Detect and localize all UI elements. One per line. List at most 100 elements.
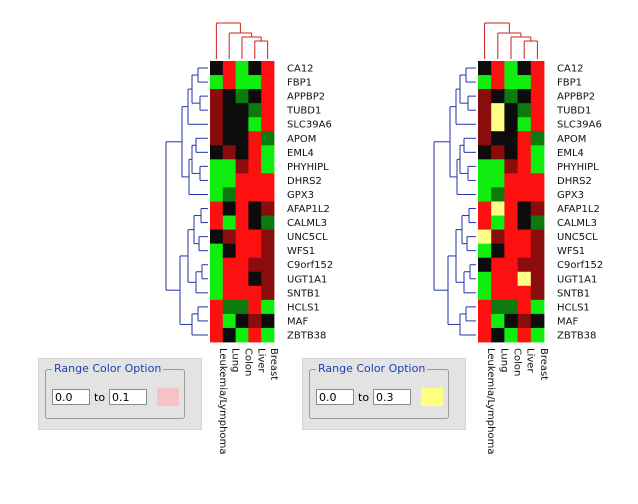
heatmap-cell bbox=[530, 159, 545, 174]
gene-label: HCLS1 bbox=[287, 302, 320, 313]
heatmap-cell bbox=[491, 173, 505, 188]
heatmap-cell bbox=[504, 159, 518, 174]
heatmap-cell bbox=[491, 75, 505, 90]
heatmap-cell bbox=[491, 201, 505, 216]
heatmap-cell bbox=[210, 243, 224, 259]
heatmap-cell bbox=[504, 103, 518, 118]
range-to-input[interactable] bbox=[373, 389, 412, 405]
gene-label: GPX3 bbox=[557, 190, 584, 201]
heatmap-cell bbox=[261, 173, 275, 188]
range-color-swatch[interactable] bbox=[157, 388, 180, 406]
heatmap-cell bbox=[478, 257, 492, 273]
heatmap-cell bbox=[530, 187, 545, 202]
heatmap-cell bbox=[222, 201, 236, 216]
heatmap-cell bbox=[530, 131, 545, 146]
heatmap-cell bbox=[517, 145, 532, 160]
gene-label: MAF bbox=[557, 316, 578, 327]
gene-label: ZBTB38 bbox=[557, 330, 596, 341]
heatmap-cell bbox=[504, 313, 518, 329]
heatmap-cell bbox=[517, 159, 532, 174]
heatmap-cell bbox=[491, 327, 505, 343]
gene-label: UGT1A1 bbox=[557, 274, 597, 285]
gene-label: SLC39A6 bbox=[287, 120, 332, 131]
heatmap-cell bbox=[261, 159, 275, 174]
gene-label: TUBD1 bbox=[556, 106, 591, 117]
heatmap-cell bbox=[530, 173, 545, 188]
heatmap-cell bbox=[478, 313, 492, 329]
heatmap-cell bbox=[222, 215, 236, 230]
heatmap-cell bbox=[210, 89, 224, 104]
heatmap-cell bbox=[530, 257, 545, 273]
heatmap-cell bbox=[517, 327, 532, 343]
heatmap-cell bbox=[235, 103, 249, 118]
gene-label: C9orf152 bbox=[287, 260, 333, 271]
heatmap-cell bbox=[517, 131, 532, 146]
heatmap-cell bbox=[235, 243, 249, 259]
heatmap-cell bbox=[504, 201, 518, 216]
heatmap-cell bbox=[491, 131, 505, 146]
heatmap-cell bbox=[530, 117, 545, 132]
heatmap-cell bbox=[235, 61, 249, 76]
heatmap-cell bbox=[530, 299, 545, 315]
heatmap-cell bbox=[261, 103, 275, 118]
range-color-swatch[interactable] bbox=[421, 388, 444, 406]
heatmap-cell bbox=[248, 215, 262, 230]
heatmap-cell bbox=[261, 215, 275, 230]
heatmap-cell bbox=[235, 201, 249, 216]
heatmap-cell bbox=[517, 271, 532, 287]
heatmap-cell bbox=[517, 229, 532, 245]
sample-label: Colon bbox=[512, 348, 523, 376]
heatmap-cell bbox=[235, 75, 249, 90]
heatmap-cell bbox=[210, 327, 224, 343]
gene-label: CA12 bbox=[557, 64, 584, 75]
heatmap-cell bbox=[530, 61, 545, 76]
heatmap-cell bbox=[478, 117, 492, 132]
heatmap-cell bbox=[261, 299, 275, 315]
gene-label: WFS1 bbox=[557, 246, 585, 257]
heatmap-cell bbox=[210, 285, 224, 301]
heatmap-cell bbox=[235, 117, 249, 132]
heatmap-cell bbox=[210, 75, 224, 90]
heatmap-cell bbox=[478, 159, 492, 174]
heatmap-cell bbox=[248, 201, 262, 216]
heatmap-cell bbox=[504, 173, 518, 188]
gene-label: APOM bbox=[287, 134, 316, 145]
range-from-input[interactable] bbox=[52, 389, 90, 405]
heatmap-cell bbox=[235, 187, 249, 202]
heatmap-cell bbox=[504, 257, 518, 273]
range-to-input[interactable] bbox=[109, 389, 148, 405]
gene-label: DHRS2 bbox=[557, 176, 592, 187]
heatmap-cell bbox=[478, 327, 492, 343]
heatmap-cell bbox=[517, 75, 532, 90]
gene-label: SNTB1 bbox=[557, 288, 590, 299]
heatmap-cell bbox=[235, 313, 249, 329]
gene-label: PHYHIPL bbox=[557, 162, 599, 173]
heatmap-cell bbox=[478, 243, 492, 259]
heatmap-cell bbox=[517, 215, 532, 230]
range-color-option-title: Range Color Option bbox=[52, 362, 164, 375]
range-from-input[interactable] bbox=[316, 389, 354, 405]
heatmap-cell bbox=[504, 61, 518, 76]
sample-label: Lung bbox=[498, 348, 509, 372]
heatmap-cell bbox=[235, 89, 249, 104]
heatmap-cell bbox=[517, 117, 532, 132]
heatmap-cell bbox=[504, 89, 518, 104]
heatmap-cell bbox=[530, 215, 545, 230]
heatmap-cell bbox=[478, 103, 492, 118]
gene-label: CALML3 bbox=[557, 218, 597, 229]
heatmap-cell bbox=[530, 145, 545, 160]
heatmap-cell bbox=[235, 215, 249, 230]
heatmap-cell bbox=[248, 271, 262, 287]
heatmap-cell bbox=[222, 61, 236, 76]
heatmap-cell bbox=[248, 117, 262, 132]
heatmap-cell bbox=[261, 285, 275, 301]
range-row: to bbox=[316, 388, 444, 406]
range-color-option-group: Range Color Option to bbox=[45, 362, 185, 419]
heatmap-cell bbox=[248, 327, 262, 343]
heatmap-cell bbox=[210, 229, 224, 245]
heatmap-cell bbox=[210, 257, 224, 273]
heatmap-cell bbox=[248, 145, 262, 160]
heatmap-cell bbox=[504, 243, 518, 259]
heatmap-cell bbox=[210, 173, 224, 188]
